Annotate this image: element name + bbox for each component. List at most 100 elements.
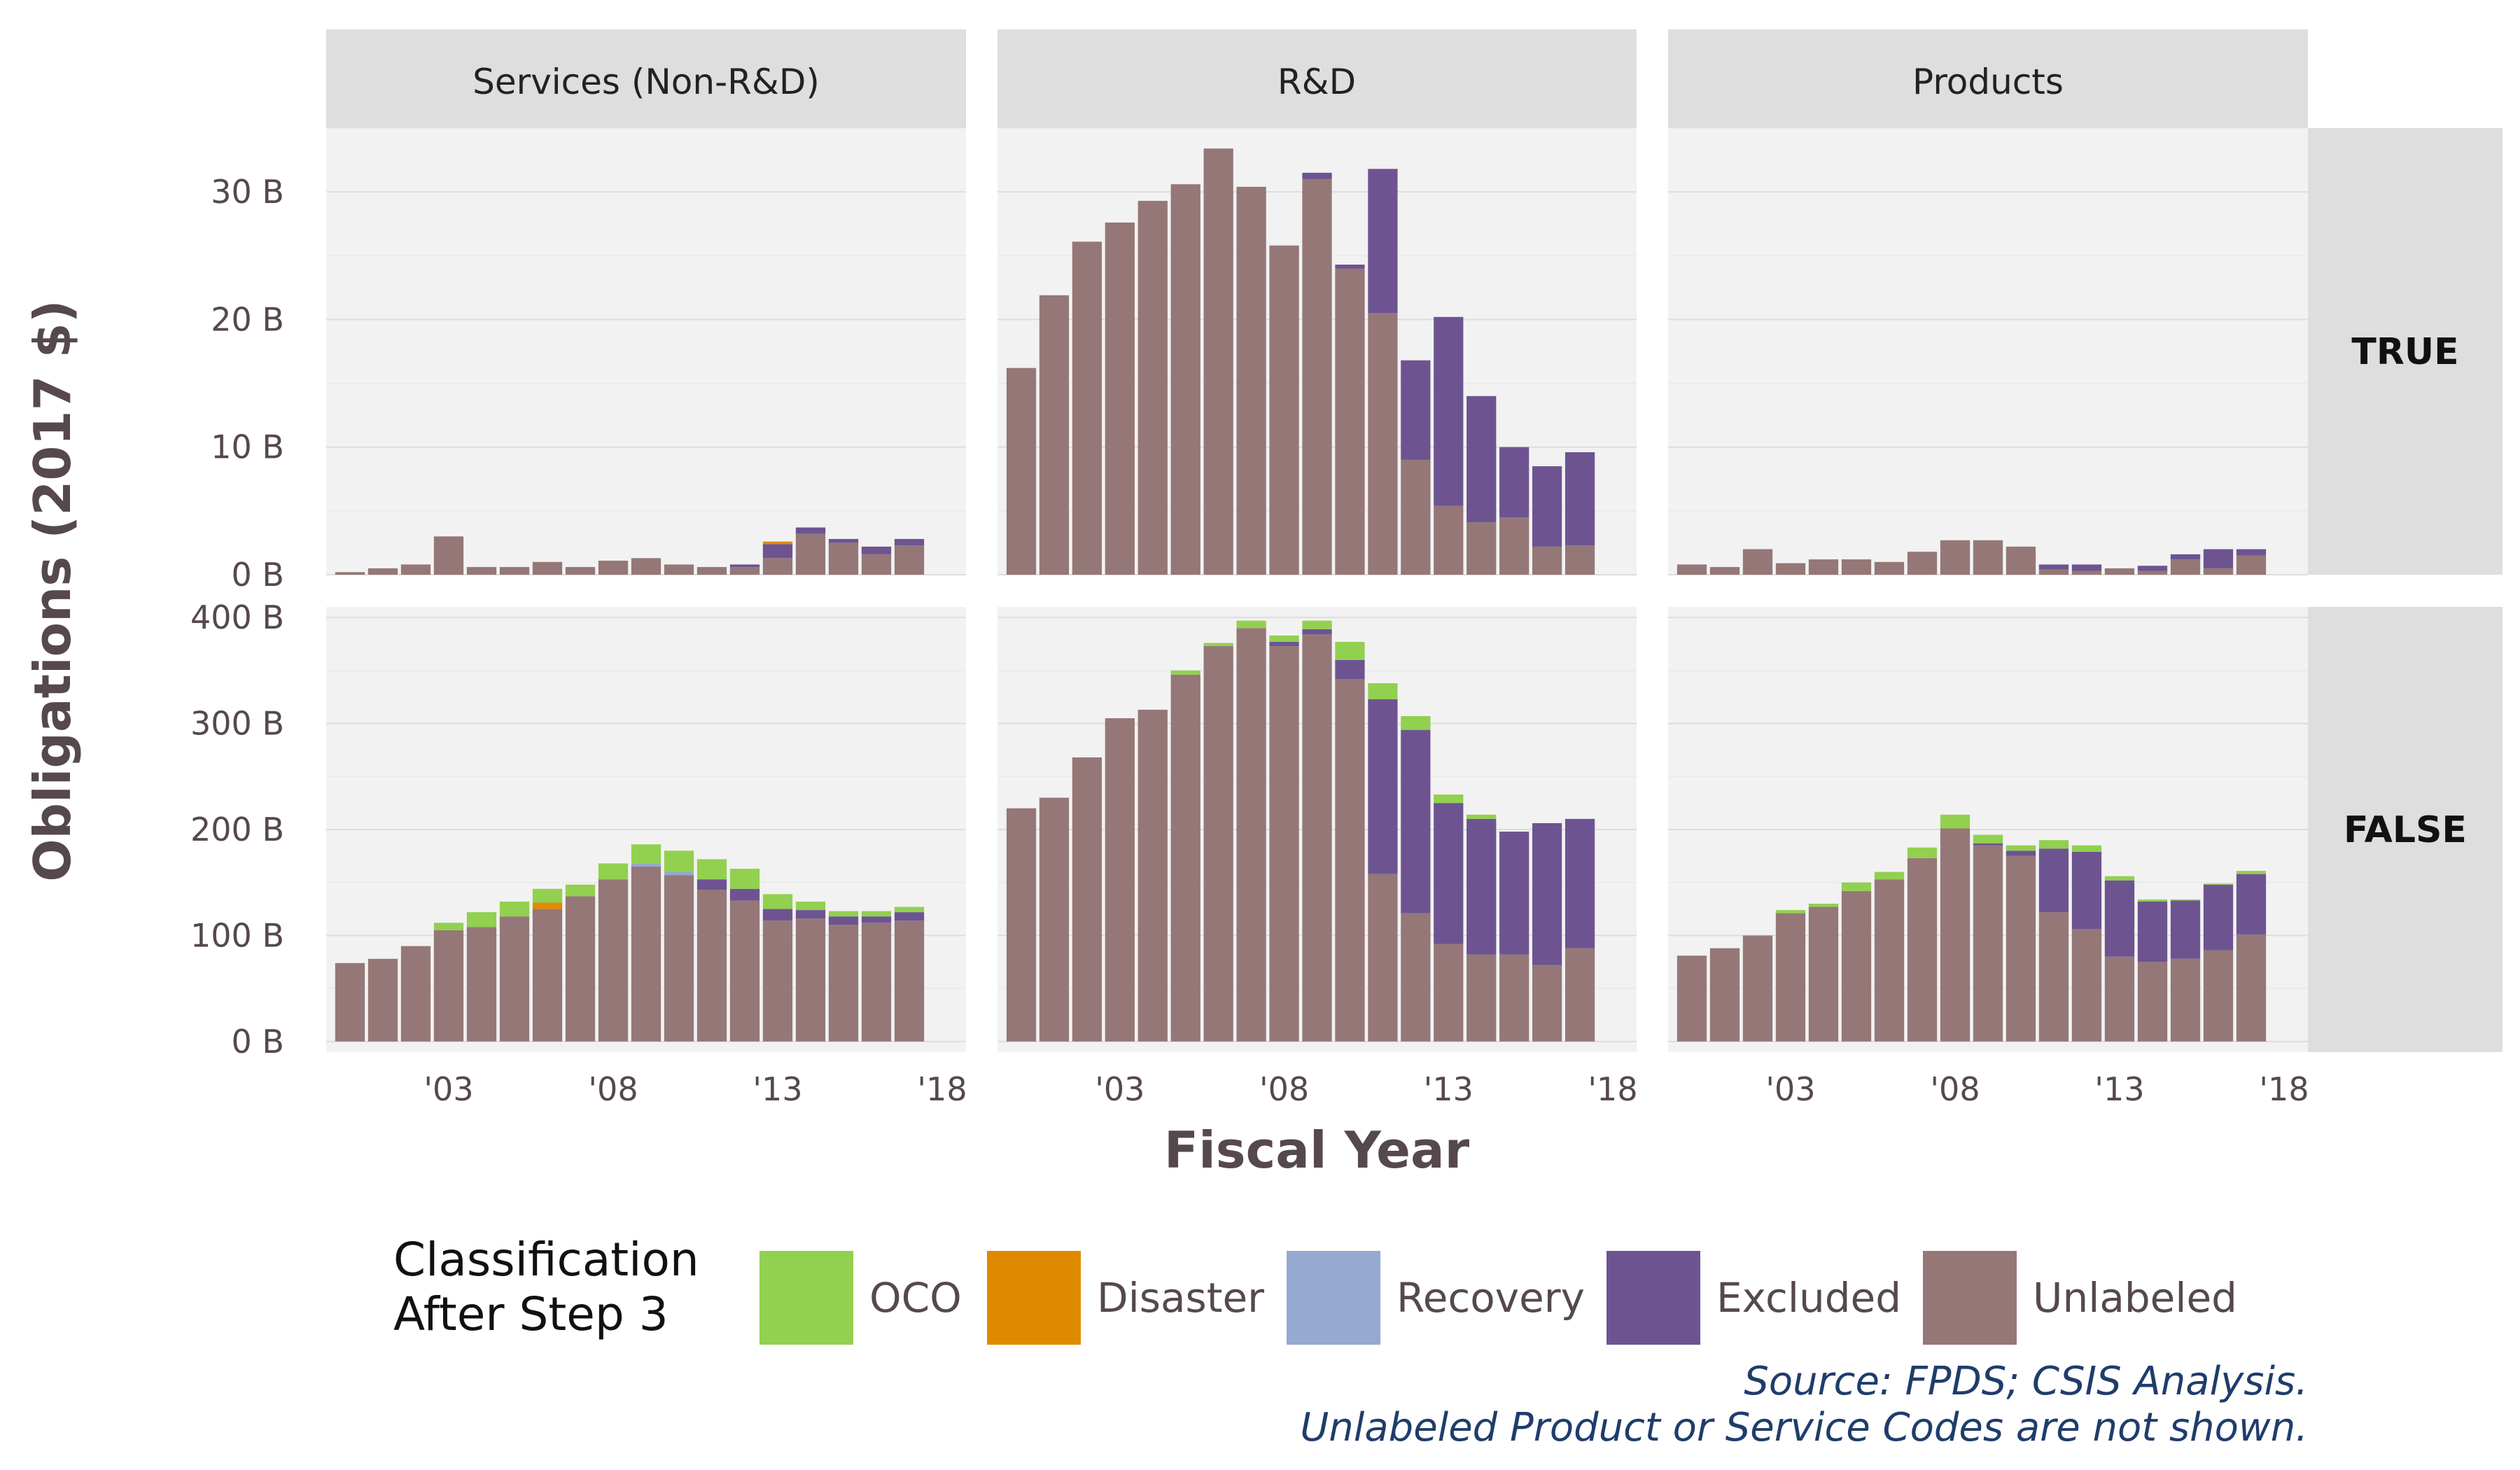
bar-segment-unlabeled [1203, 148, 1233, 575]
bar-segment-excluded [1532, 822, 1562, 965]
legend-item-excluded: Excluded [1606, 1251, 1901, 1345]
bar-segment-unlabeled [1466, 522, 1497, 575]
legend-label-recovery: Recovery [1396, 1274, 1585, 1322]
y-tick-label: 20 B [211, 300, 284, 338]
bar-segment-unlabeled [400, 946, 431, 1042]
bar-segment-unlabeled [2236, 934, 2267, 1042]
bar-segment-unlabeled [1269, 245, 1299, 575]
bar-segment-unlabeled [1907, 858, 1938, 1042]
y-tick-label: 100 B [190, 916, 284, 954]
bar-segment-unlabeled [598, 879, 629, 1042]
x-tick-label: '13 [1424, 1070, 1474, 1108]
bar-segment-unlabeled [1368, 313, 1398, 575]
bar-segment-unlabeled [729, 900, 760, 1042]
caption-line1: Source: FPDS; CSIS Analysis. [1744, 1359, 2308, 1404]
bar-segment-unlabeled [1105, 718, 1135, 1042]
bar-segment-oco [631, 844, 662, 864]
strip-label-products: Products [1912, 62, 2064, 102]
bar-segment-oco [1203, 643, 1233, 647]
legend-label-unlabeled: Unlabeled [2033, 1274, 2237, 1322]
bar-segment-unlabeled [499, 567, 530, 575]
bar-segment-unlabeled [1138, 709, 1168, 1042]
bar-segment-excluded [828, 538, 859, 543]
bar-segment-unlabeled [368, 958, 398, 1042]
bar-segment-excluded [1564, 452, 1595, 546]
bar-segment-unlabeled [2005, 546, 2036, 575]
bar-segment-oco [729, 869, 760, 889]
bar-segment-oco [2071, 845, 2102, 852]
facet-panel [326, 127, 966, 575]
bar-segment-oco [664, 850, 694, 872]
panel-background [326, 128, 966, 575]
legend-label-oco: OCO [869, 1274, 962, 1322]
bar-segment-unlabeled [1676, 564, 1707, 575]
bar-segment-excluded [828, 916, 859, 925]
bar-segment-excluded [894, 538, 925, 546]
bar-segment-excluded [1401, 729, 1431, 913]
bar-segment-unlabeled [1368, 874, 1398, 1042]
bar-segment-unlabeled [598, 560, 629, 575]
bar-segment-unlabeled [1466, 954, 1497, 1042]
bar-segment-unlabeled [1072, 241, 1102, 575]
bar-segment-excluded [2005, 850, 2036, 856]
y-tick-label: 400 B [190, 598, 284, 636]
bar-segment-recovery [631, 863, 662, 867]
bar-segment-unlabeled [1335, 268, 1365, 575]
bar-segment-excluded [1302, 629, 1332, 635]
x-tick-label: '18 [917, 1070, 967, 1108]
bar-segment-oco [2005, 845, 2036, 851]
bar-segment-unlabeled [1564, 545, 1595, 575]
bar-segment-unlabeled [1532, 965, 1562, 1042]
bar-segment-excluded [2236, 549, 2267, 556]
bar-segment-oco [1808, 904, 1839, 907]
bar-segment-excluded [1401, 360, 1431, 460]
bar-segment-oco [1874, 872, 1905, 880]
bar-segment-disaster [762, 541, 793, 545]
bar-segment-excluded [2071, 564, 2102, 571]
legend-label-disaster: Disaster [1097, 1274, 1264, 1322]
bar-segment-excluded [2137, 901, 2168, 962]
bar-segment-unlabeled [2203, 568, 2234, 575]
bar-segment-unlabeled [1973, 540, 2003, 575]
bar-segment-excluded [2038, 848, 2069, 913]
bar-segment-unlabeled [2137, 570, 2168, 575]
chart-panels [326, 127, 2308, 1052]
bar-segment-oco [1466, 814, 1497, 819]
bar-segment-unlabeled [1236, 628, 1266, 1042]
bar-segment-excluded [1499, 832, 1530, 955]
bar-segment-unlabeled [1039, 295, 1070, 575]
bar-segment-unlabeled [861, 554, 892, 575]
bar-segment-unlabeled [335, 572, 365, 575]
column-strips: Services (Non-R&D) R&D Products [326, 29, 2308, 128]
x-tick-label: '18 [1588, 1070, 1637, 1108]
bar-segment-unlabeled [1203, 646, 1233, 1042]
bar-segment-oco [2170, 899, 2201, 901]
bar-segment-unlabeled [400, 564, 431, 575]
bar-segment-unlabeled [1775, 563, 1806, 575]
bar-segment-unlabeled [795, 533, 826, 575]
bar-segment-unlabeled [1907, 552, 1938, 575]
bar-segment-oco [1434, 794, 1464, 804]
bar-segment-unlabeled [1401, 459, 1431, 575]
bar-segment-unlabeled [1841, 559, 1872, 575]
bar-segment-unlabeled [664, 564, 694, 575]
legend-item-oco: OCO [760, 1251, 962, 1345]
bar-segment-excluded [1532, 466, 1562, 547]
bar-segment-oco [532, 888, 563, 903]
strip-bg-true [2308, 128, 2502, 575]
bar-segment-unlabeled [1940, 540, 1970, 575]
bar-segment-unlabeled [894, 545, 925, 575]
bar-segment-unlabeled [2170, 559, 2201, 575]
bar-segment-unlabeled [795, 918, 826, 1042]
legend-title-line1: Classification [393, 1233, 699, 1287]
x-tick-label: '03 [1765, 1070, 1815, 1108]
facet-panel [1668, 127, 2308, 575]
x-tick-label: '08 [1259, 1070, 1309, 1108]
bar-segment-unlabeled [368, 568, 398, 575]
legend-swatch-recovery [1287, 1251, 1380, 1345]
bar-segment-unlabeled [1775, 913, 1806, 1042]
panel-background [1668, 128, 2308, 575]
bar-segment-unlabeled [499, 916, 530, 1042]
bar-segment-recovery [664, 872, 694, 876]
bar-segment-oco [1940, 814, 1970, 829]
